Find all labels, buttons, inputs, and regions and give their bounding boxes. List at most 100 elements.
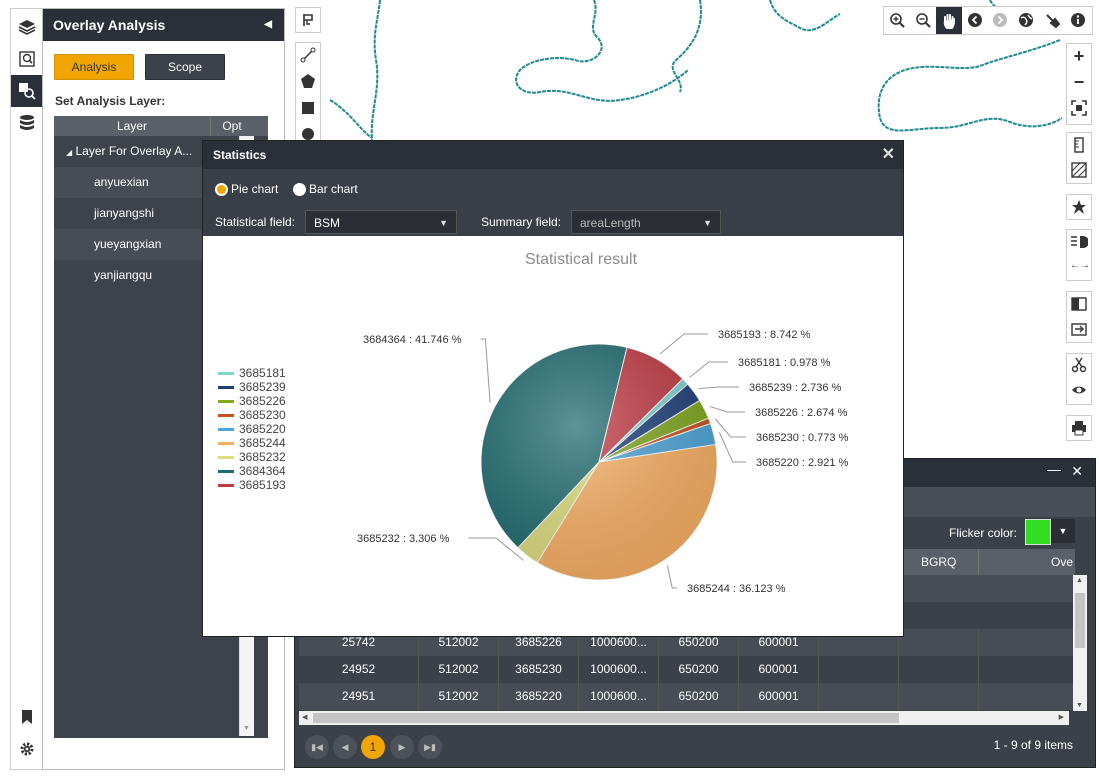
zoom-in-icon[interactable] [885,8,909,32]
scope-tab[interactable]: Scope [145,54,225,80]
legend-label[interactable]: 3684364 [239,464,286,478]
legend-label[interactable]: 3685239 [239,380,286,394]
pie-chart-radio[interactable]: Pie chart [215,182,278,196]
scroll-left-icon[interactable]: ◀ [302,714,308,721]
legend-swatch[interactable] [218,428,234,431]
draw-line-icon[interactable] [300,47,316,66]
layer-item[interactable]: jianyangshi [94,206,155,220]
layers-icon[interactable] [11,11,43,43]
forward-icon[interactable] [988,8,1012,32]
scroll-down-icon[interactable]: ▼ [243,725,250,732]
pan-hand-icon[interactable] [936,7,962,34]
bookmark-icon[interactable] [11,701,43,733]
legend-swatch[interactable] [218,456,234,459]
scissors-icon[interactable] [1071,357,1087,376]
close-icon[interactable]: ✕ [881,146,895,163]
minimize-icon[interactable]: — [1047,461,1061,477]
table-row[interactable]: 24951 512002 3685220 1000600... 650200 6… [299,683,1075,710]
clear-icon[interactable] [1040,8,1064,32]
zoom-out-icon[interactable] [911,8,935,32]
statistical-field-label: Statistical field: [215,215,296,229]
last-page-icon[interactable]: ▶▮ [418,735,442,759]
summary-field-select[interactable]: areaLength ▼ [571,210,721,234]
legend-swatch[interactable] [218,470,234,473]
pie-data-label: 3685230 : 0.773 % [756,432,849,444]
summary-field-value: areaLength [580,216,641,230]
bgrq-column-header[interactable]: BGRQ [899,549,979,575]
measure-icon[interactable] [295,7,321,33]
info-icon[interactable] [1066,8,1090,32]
legend-label[interactable]: 3685230 [239,408,286,422]
search-layer-icon[interactable] [11,43,43,75]
legend-swatch[interactable] [218,442,234,445]
gear-icon[interactable] [11,733,43,765]
legend-swatch[interactable] [218,400,234,403]
ove-column-header[interactable]: Ove [1050,555,1073,569]
swipe-icon[interactable]: ←→ [1070,260,1090,271]
current-page-button[interactable]: 1 [361,735,385,759]
scroll-up-icon[interactable]: ▲ [1076,577,1083,584]
scroll-thumb[interactable] [1075,593,1085,648]
layer-group-row[interactable]: ◢ Layer For Overlay A... [54,136,266,167]
legend-icon[interactable] [1070,234,1089,253]
table-cell: 25742 [299,629,419,656]
table-row[interactable]: 24952 512002 3685230 1000600... 650200 6… [299,656,1075,683]
legend-swatch[interactable] [218,386,234,389]
legend-swatch[interactable] [218,372,234,375]
zoom-controls: + − [1066,43,1092,125]
first-page-icon[interactable]: ▮◀ [305,735,329,759]
ruler-icon[interactable] [1072,137,1086,156]
table-cell: 3685230 [499,656,579,683]
eye-icon[interactable] [1071,384,1087,399]
statistical-field-select[interactable]: BSM ▼ [305,210,457,234]
table-cell: 512002 [419,656,499,683]
pie-data-label: 3685226 : 2.674 % [755,407,848,419]
draw-circle-icon[interactable] [301,127,315,144]
legend-label[interactable]: 3685181 [239,366,286,380]
draw-rectangle-icon[interactable] [301,101,315,118]
draw-toolbar [295,42,321,144]
favorite-icon[interactable] [1066,194,1092,220]
zoom-plus-button[interactable]: + [1073,46,1085,66]
split-screen-icon[interactable] [1071,296,1087,315]
full-extent-icon[interactable] [1071,100,1087,119]
table-horizontal-scrollbar[interactable]: ◀ ▶ [299,711,1069,725]
bar-chart-label: Bar chart [309,182,358,196]
table-vertical-scrollbar[interactable]: ▲ ▼ [1073,575,1087,711]
export-icon[interactable] [1071,321,1087,340]
chevron-down-icon[interactable]: ▼ [1051,519,1075,543]
layer-item[interactable]: yanjiangqu [94,268,153,282]
next-page-icon[interactable]: ▶ [390,735,414,759]
database-icon[interactable] [11,107,43,139]
print-icon[interactable] [1066,415,1092,441]
back-icon[interactable] [963,8,987,32]
zoom-minus-button[interactable]: − [1073,72,1085,92]
collapse-icon[interactable]: ◀ [264,19,272,30]
layer-group-label: Layer For Overlay A... [75,144,193,158]
legend-label[interactable]: 3685244 [239,436,286,450]
flicker-color-swatch[interactable] [1025,519,1051,545]
expand-triangle-icon[interactable]: ◢ [66,148,73,157]
statistics-header: Statistics ✕ [203,141,903,169]
chevron-down-icon: ▼ [439,218,448,228]
legend-label[interactable]: 3685232 [239,450,286,464]
legend-label[interactable]: 3685226 [239,394,286,408]
scroll-right-icon[interactable]: ▶ [1058,714,1064,721]
area-measure-icon[interactable] [1071,162,1087,181]
draw-polygon-icon[interactable] [300,73,316,92]
legend-label[interactable]: 3685220 [239,422,286,436]
legend-label[interactable]: 3685193 [239,478,286,492]
scroll-thumb[interactable] [313,713,899,723]
analysis-tab[interactable]: Analysis [54,54,134,80]
compare-toolbar [1066,291,1092,343]
close-icon[interactable]: ✕ [1071,463,1083,479]
legend-swatch[interactable] [218,414,234,417]
query-icon[interactable] [11,75,43,107]
prev-page-icon[interactable]: ◀ [333,735,357,759]
globe-icon[interactable] [1014,8,1038,32]
table-cell: 512002 [419,629,499,656]
scroll-down-icon[interactable]: ▼ [1076,702,1083,709]
bar-chart-radio[interactable]: Bar chart [293,182,358,196]
table-cell: 600001 [739,629,819,656]
legend-swatch[interactable] [218,484,234,487]
